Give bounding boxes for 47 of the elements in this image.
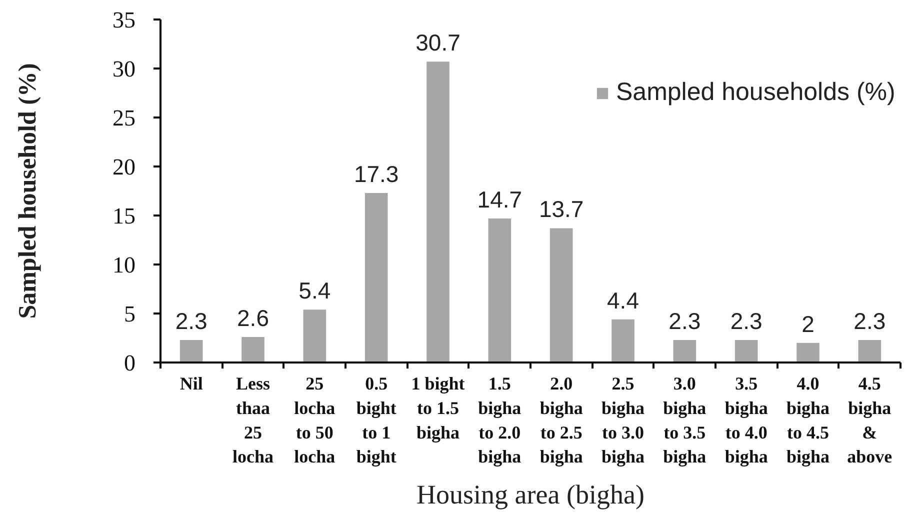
- data-label: 30.7: [416, 30, 460, 56]
- x-axis-title: Housing area (bigha): [416, 480, 644, 510]
- x-tick-label: 2.0 bigha to 2.5 bigha: [540, 374, 583, 467]
- data-label: 13.7: [538, 196, 584, 222]
- bar: [673, 340, 696, 362]
- x-tick-label: 3.5 bigha to 4.0 bigha: [724, 374, 768, 467]
- data-label: 2.6: [237, 305, 269, 332]
- bar: [180, 340, 203, 362]
- y-tick-label: 0: [124, 350, 136, 376]
- y-tick-label: 15: [112, 204, 136, 228]
- data-label: 4.4: [607, 287, 640, 314]
- data-label: 14.7: [477, 186, 522, 212]
- x-tick-label: 3.0 bigha to 3.5 bigha: [663, 374, 706, 467]
- x-tick-label: Less thaa 25 locha: [232, 374, 274, 467]
- data-label: 2: [802, 310, 814, 337]
- bar: [550, 228, 573, 362]
- data-label: 17.3: [354, 160, 399, 187]
- y-tick-label: 5: [124, 302, 136, 326]
- bar: [242, 337, 264, 362]
- x-tick-label: 2.5 bigha to 3.0 bigha: [601, 374, 645, 467]
- bar: [488, 218, 512, 362]
- bar: [734, 340, 758, 362]
- x-tick-label: Nil: [180, 374, 203, 394]
- x-tick-label: 25 locha to 50 locha: [294, 374, 336, 467]
- data-label: 2.3: [175, 308, 208, 334]
- x-tick-label: 4.5 bigha & above: [847, 374, 892, 467]
- x-tick-label: 0.5 bight to 1 bight: [356, 374, 396, 467]
- x-tick-label: 1 bight to 1.5 bigha: [411, 374, 465, 442]
- data-label: 2.3: [730, 308, 762, 334]
- bar: [612, 319, 634, 362]
- bar: [364, 192, 388, 362]
- y-tick-label: 35: [112, 8, 136, 32]
- x-tick-label: 4.0 bigha to 4.5 bigha: [786, 374, 830, 467]
- bar: [796, 342, 820, 362]
- bar: [303, 310, 326, 362]
- bar: [426, 62, 450, 362]
- bar: [858, 340, 882, 362]
- y-tick-label: 30: [112, 56, 136, 82]
- data-label: 2.3: [668, 308, 701, 334]
- y-tick-label: 10: [112, 252, 136, 278]
- data-label: 5.4: [298, 278, 331, 304]
- y-tick-label: 25: [112, 106, 136, 130]
- y-axis-title: Sampled household (%): [14, 63, 42, 319]
- data-label: 2.3: [854, 308, 886, 334]
- x-tick-label: 1.5 bigha to 2.0 bigha: [478, 374, 522, 467]
- y-tick-label: 20: [112, 154, 136, 180]
- legend-label: Sampled households (%): [616, 78, 896, 107]
